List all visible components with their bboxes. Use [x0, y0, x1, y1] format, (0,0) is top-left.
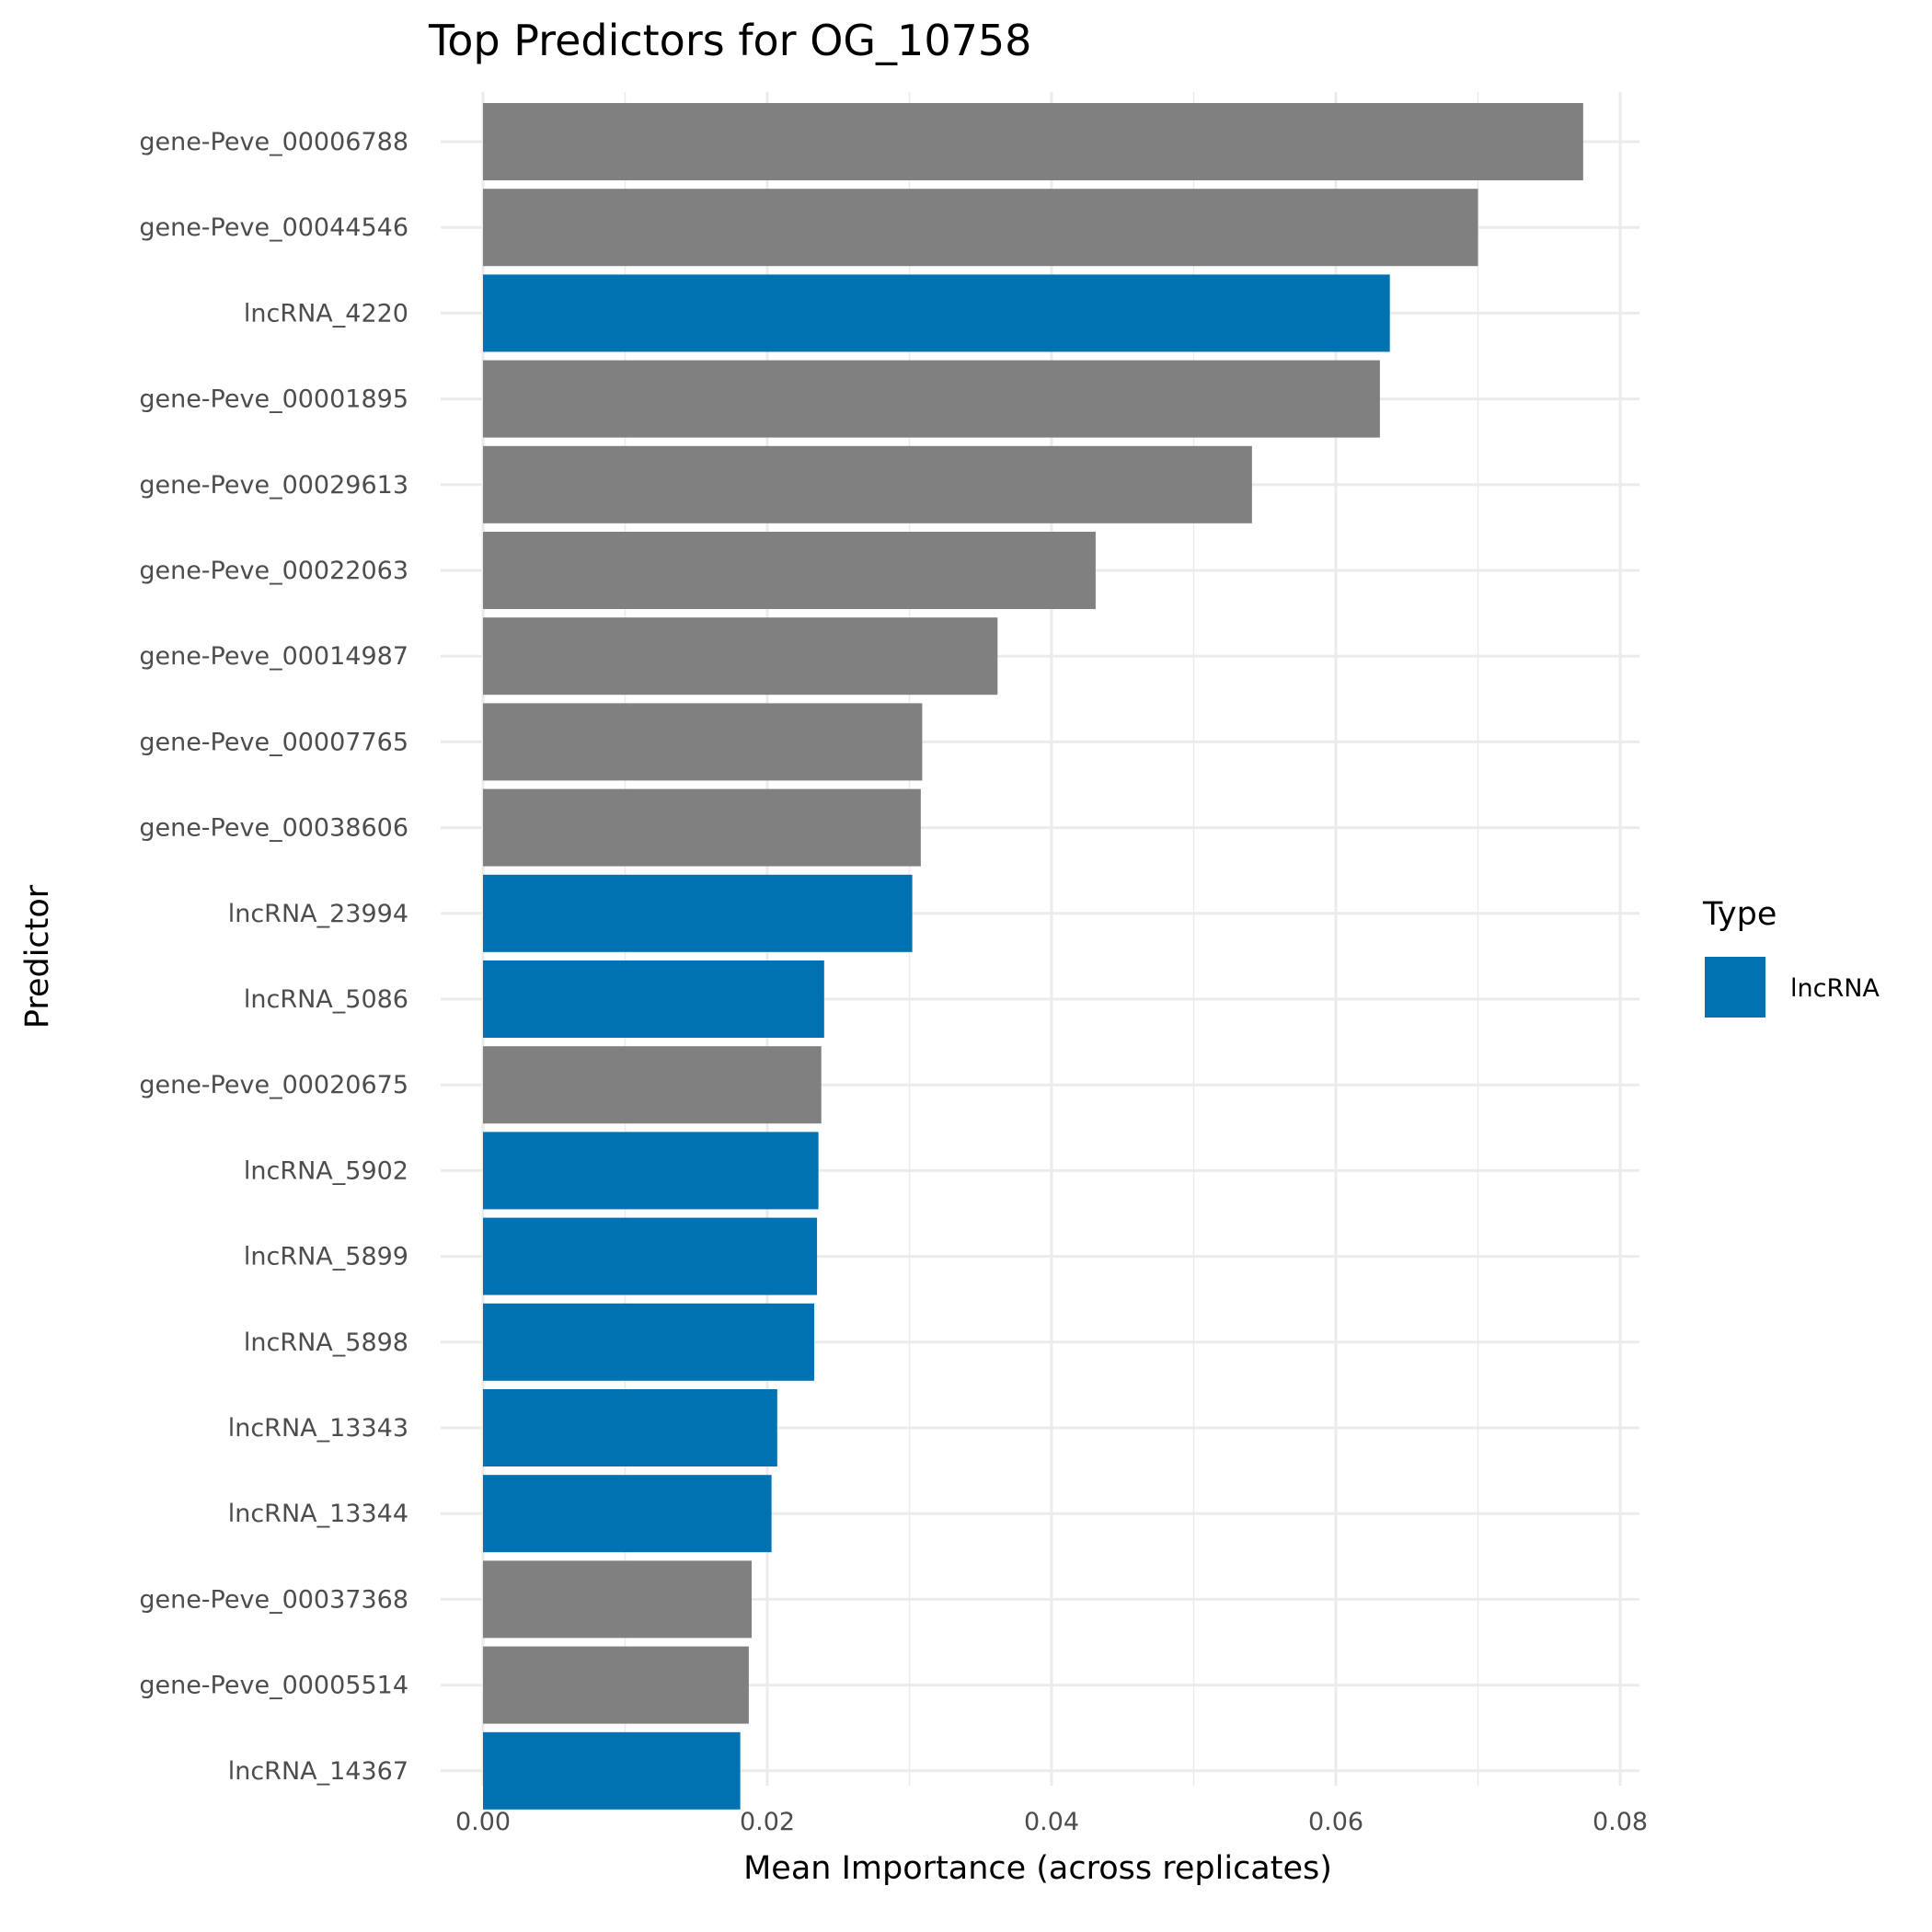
y-tick-label: lncRNA_5902 [244, 1156, 408, 1185]
y-axis-title: Predictor [19, 884, 56, 1029]
y-tick-label: lncRNA_5898 [244, 1328, 408, 1357]
y-tick-label: lncRNA_5899 [244, 1243, 408, 1271]
y-tick-label: gene-Peve_00001895 [139, 385, 408, 414]
x-tick-labels: 0.00 0.02 0.04 0.06 0.08 [455, 1808, 1648, 1836]
y-tick-label: gene-Peve_00022063 [139, 557, 408, 585]
x-tick-label: 0.00 [455, 1808, 511, 1836]
y-tick-label: gene-Peve_00006788 [139, 128, 408, 156]
x-axis-title: Mean Importance (across replicates) [743, 1850, 1332, 1887]
bar-lncRNA_5902 [483, 1132, 819, 1210]
chart-title: Top Predictors for OG_10758 [428, 16, 1031, 65]
x-tick-label: 0.06 [1308, 1808, 1363, 1836]
bar-lncRNA_5086 [483, 960, 824, 1038]
y-tick-labels: gene-Peve_00006788 gene-Peve_00044546 lncR… [139, 128, 408, 1786]
y-tick-label: lncRNA_5086 [244, 985, 408, 1014]
y-tick-label: lncRNA_14367 [228, 1757, 408, 1786]
y-tick-label: gene-Peve_00029613 [139, 471, 408, 500]
x-tick-label: 0.02 [740, 1808, 795, 1836]
y-tick-label: lncRNA_4220 [244, 299, 408, 328]
bar-lncRNA_23994 [483, 874, 913, 952]
legend-title: Type [1702, 896, 1777, 933]
bar-gene-Peve_00014987 [483, 617, 998, 696]
y-tick-label: gene-Peve_00044546 [139, 213, 408, 242]
x-tick-label: 0.04 [1024, 1808, 1079, 1836]
bar-lncRNA_13343 [483, 1389, 777, 1466]
y-tick-label: lncRNA_13343 [228, 1414, 408, 1443]
bar-lncRNA_14367 [483, 1731, 741, 1810]
y-tick-label: lncRNA_23994 [228, 900, 408, 928]
bars [483, 103, 1583, 1810]
bar-gene-Peve_00007765 [483, 703, 923, 781]
legend[interactable]: Type lncRNA [1702, 896, 1880, 1018]
y-tick-label: gene-Peve_00020675 [139, 1071, 408, 1099]
bar-gene-Peve_00005514 [483, 1646, 749, 1724]
bar-gene-Peve_00029613 [483, 445, 1252, 523]
bar-gene-Peve_00037368 [483, 1560, 753, 1639]
bar-gene-Peve_00006788 [483, 103, 1583, 180]
y-tick-label: lncRNA_13344 [228, 1500, 408, 1528]
y-tick-label: gene-Peve_00038606 [139, 814, 408, 843]
x-tick-label: 0.08 [1593, 1808, 1648, 1836]
legend-label-lncrna: lncRNA [1790, 974, 1880, 1003]
legend-key-lncrna [1705, 957, 1765, 1018]
bar-gene-Peve_00038606 [483, 788, 921, 867]
y-tick-label: gene-Peve_00005514 [139, 1672, 408, 1700]
y-tick-label: gene-Peve_00014987 [139, 642, 408, 671]
bar-gene-Peve_00044546 [483, 189, 1478, 267]
y-tick-label: gene-Peve_00007765 [139, 728, 408, 756]
bar-gene-Peve_00020675 [483, 1046, 822, 1124]
bar-lncRNA_5899 [483, 1217, 818, 1295]
bar-lncRNA_4220 [483, 274, 1390, 352]
bar-lncRNA_5898 [483, 1303, 814, 1381]
bar-gene-Peve_00022063 [483, 532, 1096, 609]
bar-lncRNA_13344 [483, 1475, 772, 1553]
bar-gene-Peve_00001895 [483, 360, 1380, 438]
y-tick-label: gene-Peve_00037368 [139, 1585, 408, 1614]
